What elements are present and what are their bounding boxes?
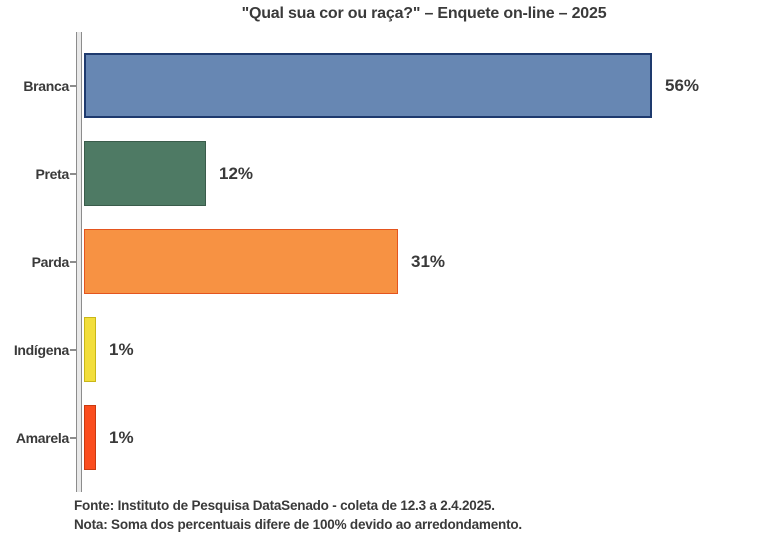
chart-footer: Fonte: Instituto de Pesquisa DataSenado … [74, 497, 522, 534]
axis-tick [70, 260, 76, 263]
axis-tick [70, 172, 76, 175]
rounding-note: Nota: Soma dos percentuais difere de 100… [74, 516, 522, 532]
axis-tick [70, 84, 76, 87]
value-label: 1% [109, 427, 134, 447]
value-label: 1% [109, 339, 134, 359]
category-label: Parda [31, 253, 70, 270]
bar-branca [84, 53, 652, 118]
bar-parda [84, 229, 398, 294]
category-label: Preta [35, 165, 69, 182]
axis-tick [70, 436, 76, 439]
source-note: Fonte: Instituto de Pesquisa DataSenado … [74, 498, 495, 513]
y-axis-line [76, 32, 82, 492]
category-label: Indígena [13, 341, 69, 358]
bar-preta [84, 141, 206, 206]
axis-tick [70, 348, 76, 351]
bar-indígena [84, 317, 96, 382]
value-label: 56% [665, 75, 700, 95]
chart-title: "Qual sua cor ou raça?" – Enquete on-lin… [241, 5, 607, 22]
value-label: 12% [219, 163, 254, 183]
bar-amarela [84, 405, 96, 470]
category-label: Branca [23, 77, 69, 94]
category-label: Amarela [15, 429, 69, 446]
value-label: 31% [411, 251, 446, 271]
